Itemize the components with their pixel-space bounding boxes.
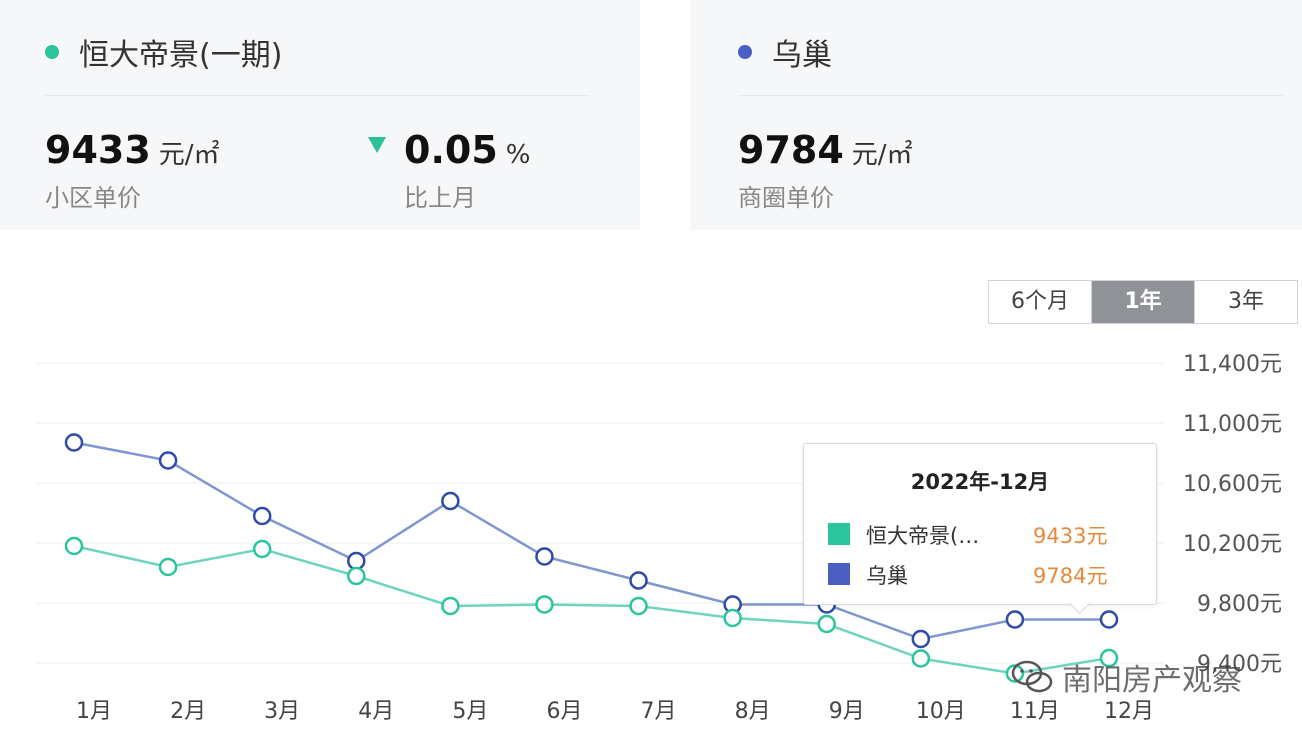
x-tick-label: 1月 <box>76 699 112 724</box>
community-divider <box>45 95 590 96</box>
x-tick-label: 2月 <box>170 699 206 724</box>
data-point <box>441 596 460 616</box>
tab-3-years[interactable]: 3年 <box>1194 281 1297 323</box>
district-price-unit: 元/㎡ <box>851 140 913 170</box>
data-point <box>158 451 178 470</box>
data-point <box>64 536 84 556</box>
tab-6-months[interactable]: 6个月 <box>1011 289 1069 314</box>
data-point <box>723 608 742 628</box>
community-change-value: 0.05 <box>404 128 498 172</box>
community-price-label: 小区单价 <box>45 184 141 212</box>
district-price-value: 9784 <box>738 128 844 172</box>
y-tick-label: 10,600元 <box>1183 472 1282 497</box>
data-point <box>817 614 836 634</box>
range-tabs: 6个月 1年 3年 <box>988 280 1298 324</box>
y-tick-label: 9,800元 <box>1197 592 1282 617</box>
tooltip-swatch-district <box>828 563 850 585</box>
data-point <box>347 551 366 571</box>
district-price-label: 商圈单价 <box>738 184 834 212</box>
data-point <box>911 649 931 668</box>
y-tick-label: 10,200元 <box>1183 532 1282 557</box>
x-tick-label: 11月 <box>1010 699 1060 724</box>
community-title: 恒大帝景(一期) <box>45 30 282 74</box>
data-point <box>911 629 931 649</box>
district-dot-icon <box>738 45 752 59</box>
data-point <box>1005 664 1025 683</box>
community-price-card: 恒大帝景(一期) 9433 元/㎡ 小区单价 0.05% 比上月 <box>0 0 640 230</box>
x-tick-label: 6月 <box>546 699 582 724</box>
data-point <box>347 566 366 586</box>
data-point <box>252 539 272 559</box>
data-point <box>535 595 554 614</box>
data-point <box>252 506 272 526</box>
chart-tooltip: 2022年-12月 恒大帝景(… 9433元 乌巢 9784元 <box>803 443 1157 615</box>
data-point <box>535 547 554 566</box>
tooltip-name-district: 乌巢 <box>866 564 908 588</box>
y-tick-label: 11,400元 <box>1183 352 1282 377</box>
x-tick-label: 12月 <box>1104 699 1154 724</box>
tooltip-row-district: 乌巢 9784元 <box>828 560 1128 590</box>
x-tick-label: 9月 <box>829 699 865 724</box>
community-change-unit: % <box>505 140 531 170</box>
data-point <box>629 571 648 590</box>
community-change-label: 比上月 <box>404 184 476 212</box>
down-triangle-icon <box>368 137 386 153</box>
data-point <box>441 491 460 511</box>
district-divider <box>738 95 1283 96</box>
tooltip-title: 2022年-12月 <box>910 470 1050 494</box>
watermark: 南阳房产观察 <box>1010 655 1242 699</box>
data-point <box>64 433 84 452</box>
community-change-stat: 0.05% 比上月 <box>368 128 530 213</box>
community-name: 恒大帝景(一期) <box>79 38 283 73</box>
x-tick-label: 3月 <box>264 699 300 724</box>
district-title: 乌巢 <box>738 30 832 74</box>
data-point <box>1005 610 1025 629</box>
community-dot-icon <box>45 45 59 59</box>
tooltip-value-district: 9784元 <box>1033 564 1108 588</box>
tooltip-swatch-community <box>828 523 850 545</box>
wechat-icon <box>1011 660 1053 693</box>
district-name: 乌巢 <box>772 38 832 73</box>
x-tick-label: 10月 <box>916 699 966 724</box>
data-point <box>1099 610 1119 629</box>
district-price-stat: 9784 元/㎡ 商圈单价 <box>738 128 913 213</box>
series-line-1 <box>73 544 1110 675</box>
x-tick-label: 5月 <box>452 699 488 724</box>
community-price-unit: 元/㎡ <box>158 140 220 170</box>
data-point <box>629 596 648 616</box>
community-price-value: 9433 <box>45 128 151 172</box>
district-price-card: 乌巢 9784 元/㎡ 商圈单价 <box>690 0 1302 230</box>
x-tick-label: 7月 <box>641 699 677 724</box>
tab-1-year[interactable]: 1年 <box>1091 281 1194 323</box>
community-price-stat: 9433 元/㎡ 小区单价 <box>45 128 220 213</box>
series-line-0 <box>73 441 1109 641</box>
x-tick-label: 8月 <box>735 699 771 724</box>
tooltip-row-community: 恒大帝景(… 9433元 <box>828 520 1128 550</box>
data-point <box>1099 648 1119 668</box>
x-tick-label: 4月 <box>358 699 394 724</box>
tooltip-value-community: 9433元 <box>1033 524 1108 548</box>
y-tick-label: 9,400元 <box>1197 652 1282 677</box>
tooltip-name-community: 恒大帝景(… <box>866 524 980 548</box>
y-tick-label: 11,000元 <box>1183 412 1282 437</box>
watermark-text: 南阳房产观察 <box>1062 663 1242 698</box>
data-point <box>158 557 178 577</box>
